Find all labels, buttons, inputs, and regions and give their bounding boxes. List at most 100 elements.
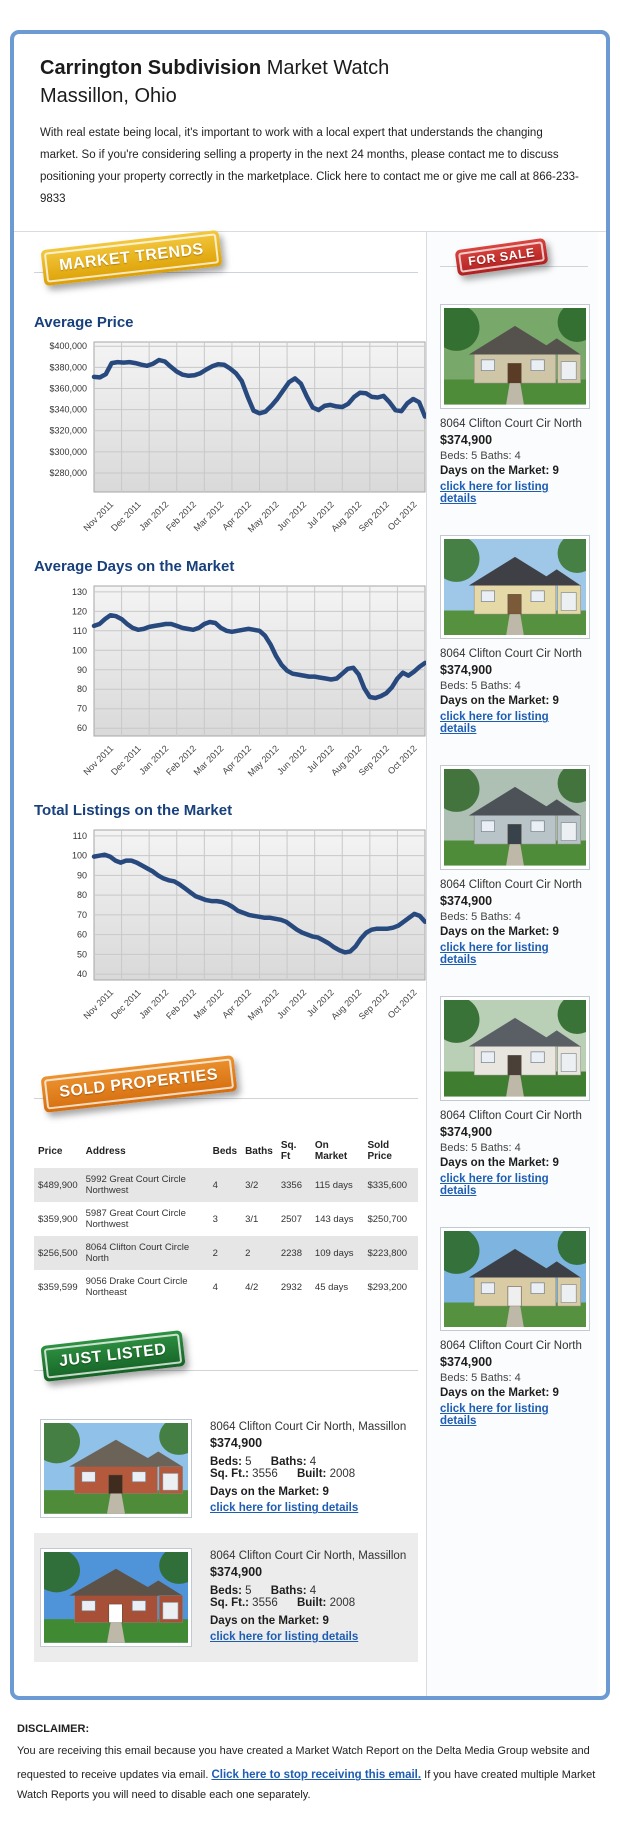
section-divider xyxy=(34,1098,418,1100)
table-cell: 8064 Clifton Court Circle North xyxy=(85,1242,190,1265)
listing-price: $374,900 xyxy=(440,663,493,678)
svg-text:Jun 2012: Jun 2012 xyxy=(275,500,308,533)
listing-days-on-market: Days on the Market: 9 xyxy=(210,1615,329,1628)
disclaimer-heading: DISCLAIMER: xyxy=(17,1722,90,1735)
svg-text:Oct 2012: Oct 2012 xyxy=(386,500,419,533)
sold-properties-table: Price Address Beds Baths Sq. Ft On Market Sold… xyxy=(34,1134,418,1304)
just-listed-item: 8064 Clifton Court Cir North, Massillon … xyxy=(34,1404,418,1533)
svg-text:90: 90 xyxy=(77,665,87,675)
total-listings-chart: 110 100 90 80 70 60 50 40 Nov 2011 Dec 2011 Jan 20… xyxy=(34,824,428,1038)
listing-details-link[interactable]: click here for listing details xyxy=(210,1631,359,1644)
table-cell: 5992 Great Court Circle Northwest xyxy=(85,1174,186,1197)
listing-details-link[interactable]: click here for listing details xyxy=(210,1502,359,1515)
listing-address: 8064 Clifton Court Cir North, Massillon xyxy=(210,1421,407,1434)
for-sale-listing: 8064 Clifton Court Cir North $374,900 Be… xyxy=(440,996,590,1199)
chart-title-total-listings: Total Listings on the Market xyxy=(34,802,233,820)
section-divider xyxy=(34,1370,418,1372)
table-cell: 2507 xyxy=(280,1213,302,1225)
house-photo xyxy=(40,1548,192,1647)
house-photo-illustration xyxy=(444,308,586,405)
header: Carrington Subdivision Market Watch Mass… xyxy=(14,34,606,231)
listing-days-on-market: Days on the Market: 9 xyxy=(440,926,559,939)
svg-text:$360,000: $360,000 xyxy=(49,384,87,394)
listing-address: 8064 Clifton Court Cir North xyxy=(440,1109,582,1122)
listing-address: 8064 Clifton Court Cir North xyxy=(440,1340,582,1353)
svg-text:60: 60 xyxy=(77,930,87,940)
title-subdivision: Carrington Subdivision xyxy=(40,57,262,79)
listing-address: 8064 Clifton Court Cir North, Massillon xyxy=(210,1550,407,1563)
house-photo xyxy=(440,996,590,1101)
table-cell: 2932 xyxy=(280,1281,302,1293)
table-cell: 45 days xyxy=(314,1281,349,1293)
table-cell: 115 days xyxy=(314,1179,353,1191)
house-photo xyxy=(440,304,590,409)
listing-days-on-market: Days on the Market: 9 xyxy=(440,1156,559,1169)
listing-details-link[interactable]: click here for listing details xyxy=(440,1172,549,1197)
listing-specs: Beds: 5 Baths: 4 Sq. Ft.: 3556 Built: 20… xyxy=(210,1585,356,1610)
unsubscribe-link[interactable]: Click here to stop receiving this email. xyxy=(211,1769,422,1782)
title-city: Massillon, Ohio xyxy=(40,85,177,107)
svg-text:80: 80 xyxy=(77,685,87,695)
svg-text:40: 40 xyxy=(77,969,87,979)
for-sale-listing: 8064 Clifton Court Cir North $374,900 Be… xyxy=(440,534,590,738)
listing-details-link[interactable]: click here for listing details xyxy=(440,480,549,505)
for-sale-listing: 8064 Clifton Court Cir North $374,900 Be… xyxy=(440,1226,590,1430)
table-cell: 9056 Drake Court Circle Northeast xyxy=(85,1276,188,1299)
svg-text:70: 70 xyxy=(77,910,87,920)
listing-specs: Beds: 5 Baths: 4 Sq. Ft.: 3556 Built: 20… xyxy=(210,1456,356,1481)
table-cell: $256,500 xyxy=(38,1247,78,1259)
svg-text:120: 120 xyxy=(72,607,87,617)
house-photo xyxy=(440,765,590,871)
listing-beds-baths: Beds: 5 Baths: 4 xyxy=(440,1372,521,1385)
listing-address: 8064 Clifton Court Cir North xyxy=(440,879,582,892)
svg-text:$380,000: $380,000 xyxy=(49,363,87,373)
table-cell: 3/1 xyxy=(245,1213,259,1225)
listing-details-link[interactable]: click here for listing details xyxy=(440,942,549,967)
page-title: Carrington Subdivision Market Watch Mass… xyxy=(40,54,580,110)
table-cell: $359,900 xyxy=(38,1213,78,1225)
just-listed-item: 8064 Clifton Court Cir North, Massillon … xyxy=(34,1533,418,1662)
listing-details-link[interactable]: click here for listing details xyxy=(440,711,549,736)
sold-properties-section-head: SOLD PROPERTIES xyxy=(34,1055,418,1132)
intro-text: With real estate being local, it's impor… xyxy=(40,127,579,205)
svg-text:Mar 2012: Mar 2012 xyxy=(192,744,226,778)
content-columns: MARKET TRENDS Average Price $400,000 $380… xyxy=(14,230,606,1696)
average-price-chart-block: Average Price $400,000 $380,000 $360,000 $3… xyxy=(34,314,428,550)
svg-text:60: 60 xyxy=(77,724,87,734)
house-photo-illustration xyxy=(444,538,586,636)
table-cell: $250,700 xyxy=(367,1213,408,1225)
table-cell: $293,200 xyxy=(367,1281,408,1293)
column-header: Sold Price xyxy=(367,1140,392,1163)
listing-address: 8064 Clifton Court Cir North xyxy=(440,417,582,430)
listing-price: $374,900 xyxy=(440,1355,493,1370)
listing-beds-baths: Beds: 5 Baths: 4 xyxy=(440,911,521,924)
table-cell: 2 xyxy=(245,1247,251,1259)
sold-properties-badge: SOLD PROPERTIES xyxy=(40,1055,237,1114)
svg-text:100: 100 xyxy=(72,851,87,861)
table-row: $256,500 8064 Clifton Court Circle North 2… xyxy=(34,1236,418,1271)
svg-text:Sep 2012: Sep 2012 xyxy=(357,744,391,778)
svg-text:100: 100 xyxy=(72,646,87,656)
for-sale-listing: 8064 Clifton Court Cir North $374,900 Be… xyxy=(440,765,590,968)
svg-text:110: 110 xyxy=(73,831,87,841)
market-trends-badge: MARKET TRENDS xyxy=(40,230,223,287)
svg-text:Mar 2012: Mar 2012 xyxy=(192,500,226,534)
table-cell: $359,599 xyxy=(38,1281,78,1293)
listing-beds-baths: Beds: 5 Baths: 4 xyxy=(440,1141,521,1154)
total-listings-chart-block: Total Listings on the Market 110 100 90 80 7… xyxy=(34,802,428,1038)
table-row: $489,900 5992 Great Court Circle Northwes… xyxy=(34,1168,418,1203)
svg-text:50: 50 xyxy=(77,950,87,960)
listing-days-on-market: Days on the Market: 9 xyxy=(440,464,559,477)
table-cell: 2 xyxy=(212,1247,218,1259)
svg-text:70: 70 xyxy=(77,704,87,714)
listing-details-link[interactable]: click here for listing details xyxy=(440,1403,549,1428)
svg-text:Oct 2012: Oct 2012 xyxy=(386,744,419,777)
main-column: MARKET TRENDS Average Price $400,000 $380… xyxy=(14,230,428,1695)
svg-text:Mar 2012: Mar 2012 xyxy=(192,988,226,1022)
svg-text:Sep 2012: Sep 2012 xyxy=(357,988,391,1022)
newsletter-card: Carrington Subdivision Market Watch Mass… xyxy=(10,30,610,1700)
svg-text:Dec 2011: Dec 2011 xyxy=(109,988,143,1022)
table-cell: 143 days xyxy=(314,1213,354,1225)
svg-text:Sep 2012: Sep 2012 xyxy=(357,500,391,534)
listing-days-on-market: Days on the Market: 9 xyxy=(440,695,559,708)
